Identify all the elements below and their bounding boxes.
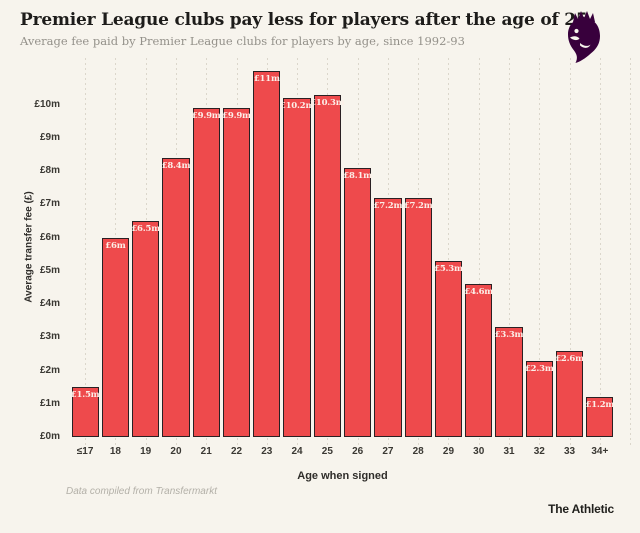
x-axis-title: Age when signed bbox=[297, 470, 388, 482]
brand-wordmark: The Athletic bbox=[548, 502, 614, 516]
bar-value-label: £8.1m bbox=[343, 170, 372, 181]
bar: £1.5m bbox=[70, 387, 100, 437]
gridline bbox=[539, 58, 541, 447]
gridline bbox=[448, 58, 450, 447]
y-tick-label: £6m bbox=[39, 231, 60, 243]
x-tick-label: 24 bbox=[291, 446, 303, 457]
bar-value-label: £8.4m bbox=[161, 160, 191, 171]
bar-value-label: £6.5m bbox=[131, 223, 161, 234]
y-tick-label: £9m bbox=[39, 131, 60, 143]
y-tick-label: £1m bbox=[39, 397, 60, 409]
bar: £2.3m bbox=[524, 360, 554, 437]
gridline bbox=[509, 58, 511, 447]
x-tick-label: 22 bbox=[230, 446, 243, 457]
chart-title: Premier League clubs pay less for player… bbox=[20, 10, 588, 30]
bar: £6.5m bbox=[131, 220, 161, 437]
y-tick-label: £0m bbox=[39, 431, 60, 442]
bar-value-label: £5.3m bbox=[434, 263, 463, 274]
gridline bbox=[478, 58, 480, 447]
y-tick-label: £4m bbox=[39, 298, 60, 310]
bar: £5.3m bbox=[434, 260, 463, 437]
y-tick-label: £5m bbox=[39, 264, 60, 276]
y-tick-label: £8m bbox=[39, 165, 60, 177]
y-tick-label: £2m bbox=[39, 364, 60, 376]
x-tick-label: 21 bbox=[200, 446, 212, 457]
bar-value-label: £1.2m bbox=[585, 400, 615, 411]
gridline bbox=[569, 58, 571, 447]
gridline bbox=[599, 58, 601, 447]
x-tick-label: 30 bbox=[473, 446, 485, 457]
source-note: Data compiled from Transfermarkt bbox=[66, 486, 217, 497]
bar-value-label: £10.2m bbox=[279, 100, 315, 111]
x-tick-label: 23 bbox=[261, 446, 273, 457]
x-tick-label: 19 bbox=[140, 446, 152, 457]
x-tick-label: 28 bbox=[412, 446, 424, 457]
bar: £9.9m bbox=[222, 107, 251, 437]
bar-value-label: £4.6m bbox=[464, 287, 494, 298]
bar-value-label: £6m bbox=[105, 240, 126, 251]
x-tick-label: 32 bbox=[533, 446, 545, 457]
x-tick-label: 31 bbox=[503, 446, 515, 457]
x-tick-label: 27 bbox=[382, 446, 394, 457]
gridline bbox=[630, 58, 632, 447]
bar: £9.9m bbox=[191, 107, 221, 437]
plot-area: £0m £1m £2m £3m £4m £5m £6m £7m £8m £9m £10m £1.5m ≤… bbox=[34, 58, 632, 457]
bar-value-label: £10.3m bbox=[310, 97, 345, 108]
bar: £7.2m bbox=[373, 197, 403, 437]
bar: £8.4m bbox=[161, 157, 191, 437]
y-axis-title: Average transfer fee (£) bbox=[23, 191, 35, 303]
y-tick-label: £7m bbox=[39, 198, 60, 210]
bar-value-label: £3.3m bbox=[494, 330, 524, 341]
bar: £8.1m bbox=[343, 167, 372, 437]
x-tick-label: 25 bbox=[321, 446, 333, 457]
bar-value-label: £2.6m bbox=[555, 353, 584, 364]
bar: £11m bbox=[253, 71, 281, 437]
bar-value-label: £9.9m bbox=[222, 110, 251, 121]
bar: £6m bbox=[101, 237, 130, 437]
x-tick-label: 20 bbox=[170, 446, 182, 457]
bar: £3.3m bbox=[494, 327, 524, 437]
x-tick-label: 33 bbox=[564, 446, 576, 457]
bar: £10.3m bbox=[310, 94, 345, 437]
bar-value-label: £11m bbox=[253, 74, 280, 85]
bar-value-label: £7.2m bbox=[373, 200, 403, 211]
x-tick-label: 34+ bbox=[591, 446, 609, 457]
x-tick-label: 18 bbox=[109, 446, 121, 457]
y-tick-label: £3m bbox=[39, 331, 60, 343]
bar: £2.6m bbox=[555, 350, 584, 437]
chart-subtitle: Average fee paid by Premier League clubs… bbox=[20, 34, 465, 48]
premier-league-lion-icon bbox=[566, 9, 602, 65]
gridline bbox=[85, 58, 87, 447]
x-tick-label: ≤17 bbox=[76, 446, 94, 457]
bar-value-label: £7.2m bbox=[403, 200, 433, 211]
x-tick-label: 29 bbox=[442, 446, 455, 457]
bar: £1.2m bbox=[585, 397, 615, 437]
bar-value-label: £9.9m bbox=[191, 110, 221, 121]
bar-value-label: £1.5m bbox=[70, 390, 100, 401]
x-tick-label: 26 bbox=[352, 446, 364, 457]
y-tick-label: £10m bbox=[34, 98, 60, 110]
bar-value-label: £2.3m bbox=[524, 363, 554, 374]
bar: £4.6m bbox=[464, 284, 494, 437]
bar: £7.2m bbox=[403, 197, 433, 437]
bar: £10.2m bbox=[280, 97, 314, 437]
